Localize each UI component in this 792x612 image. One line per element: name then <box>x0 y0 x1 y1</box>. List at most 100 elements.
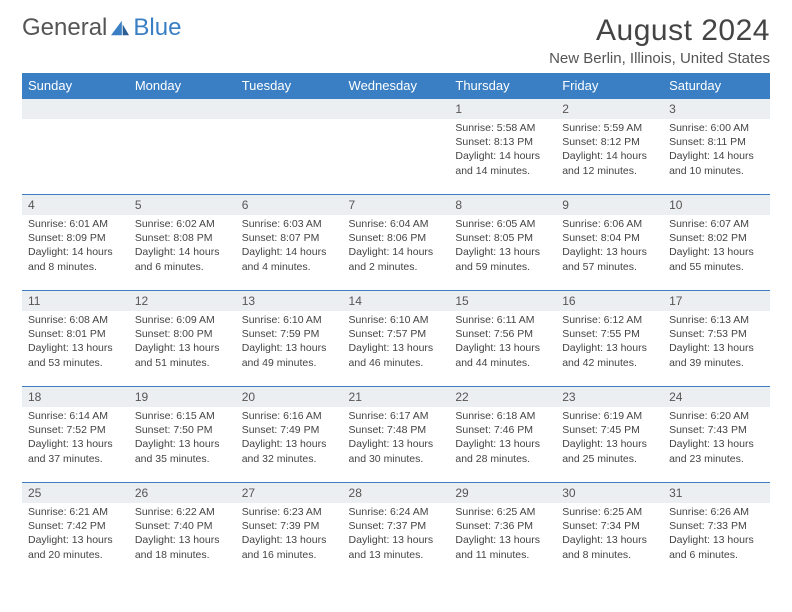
daylight-text: Daylight: 14 hours and 2 minutes. <box>349 245 444 273</box>
sunset-text: Sunset: 7:56 PM <box>455 327 550 341</box>
daylight-text: Daylight: 13 hours and 39 minutes. <box>669 341 764 369</box>
day-number: 29 <box>449 483 556 503</box>
sunrise-text: Sunrise: 6:21 AM <box>28 505 123 519</box>
day-number: 31 <box>663 483 770 503</box>
day-number: 26 <box>129 483 236 503</box>
calendar-cell: 8Sunrise: 6:05 AMSunset: 8:05 PMDaylight… <box>449 195 556 291</box>
sunset-text: Sunset: 7:48 PM <box>349 423 444 437</box>
sunrise-text: Sunrise: 6:09 AM <box>135 313 230 327</box>
day-number: 30 <box>556 483 663 503</box>
header: General Blue August 2024 New Berlin, Ill… <box>22 14 770 67</box>
sunrise-text: Sunrise: 6:19 AM <box>562 409 657 423</box>
day-number: 7 <box>343 195 450 215</box>
sunrise-text: Sunrise: 6:23 AM <box>242 505 337 519</box>
day-data: Sunrise: 6:09 AMSunset: 8:00 PMDaylight:… <box>129 311 236 374</box>
daylight-text: Daylight: 13 hours and 8 minutes. <box>562 533 657 561</box>
daylight-text: Daylight: 14 hours and 4 minutes. <box>242 245 337 273</box>
sunset-text: Sunset: 7:55 PM <box>562 327 657 341</box>
calendar-week: 18Sunrise: 6:14 AMSunset: 7:52 PMDayligh… <box>22 387 770 483</box>
day-number: 10 <box>663 195 770 215</box>
sunrise-text: Sunrise: 6:05 AM <box>455 217 550 231</box>
daylight-text: Daylight: 13 hours and 28 minutes. <box>455 437 550 465</box>
calendar-week: 11Sunrise: 6:08 AMSunset: 8:01 PMDayligh… <box>22 291 770 387</box>
calendar-week: 25Sunrise: 6:21 AMSunset: 7:42 PMDayligh… <box>22 483 770 579</box>
calendar-cell: 5Sunrise: 6:02 AMSunset: 8:08 PMDaylight… <box>129 195 236 291</box>
day-data: Sunrise: 6:04 AMSunset: 8:06 PMDaylight:… <box>343 215 450 278</box>
sunrise-text: Sunrise: 5:58 AM <box>455 121 550 135</box>
day-number: 6 <box>236 195 343 215</box>
day-number <box>129 99 236 119</box>
sunrise-text: Sunrise: 6:24 AM <box>349 505 444 519</box>
calendar-cell: 21Sunrise: 6:17 AMSunset: 7:48 PMDayligh… <box>343 387 450 483</box>
sunrise-text: Sunrise: 6:06 AM <box>562 217 657 231</box>
sunrise-text: Sunrise: 6:26 AM <box>669 505 764 519</box>
sunrise-text: Sunrise: 6:25 AM <box>562 505 657 519</box>
day-data: Sunrise: 6:03 AMSunset: 8:07 PMDaylight:… <box>236 215 343 278</box>
day-data: Sunrise: 6:19 AMSunset: 7:45 PMDaylight:… <box>556 407 663 470</box>
day-data: Sunrise: 6:01 AMSunset: 8:09 PMDaylight:… <box>22 215 129 278</box>
logo-text-blue: Blue <box>133 14 181 42</box>
sunset-text: Sunset: 7:49 PM <box>242 423 337 437</box>
sunset-text: Sunset: 7:59 PM <box>242 327 337 341</box>
daylight-text: Daylight: 13 hours and 11 minutes. <box>455 533 550 561</box>
calendar-cell: 22Sunrise: 6:18 AMSunset: 7:46 PMDayligh… <box>449 387 556 483</box>
sail-icon <box>109 19 131 37</box>
day-header: Thursday <box>449 73 556 99</box>
calendar-cell: 25Sunrise: 6:21 AMSunset: 7:42 PMDayligh… <box>22 483 129 579</box>
calendar-cell: 19Sunrise: 6:15 AMSunset: 7:50 PMDayligh… <box>129 387 236 483</box>
sunset-text: Sunset: 7:52 PM <box>28 423 123 437</box>
day-data: Sunrise: 6:13 AMSunset: 7:53 PMDaylight:… <box>663 311 770 374</box>
calendar-head: SundayMondayTuesdayWednesdayThursdayFrid… <box>22 73 770 99</box>
day-number: 4 <box>22 195 129 215</box>
calendar-week: 1Sunrise: 5:58 AMSunset: 8:13 PMDaylight… <box>22 99 770 195</box>
calendar-cell: 2Sunrise: 5:59 AMSunset: 8:12 PMDaylight… <box>556 99 663 195</box>
sunset-text: Sunset: 7:39 PM <box>242 519 337 533</box>
sunrise-text: Sunrise: 6:07 AM <box>669 217 764 231</box>
daylight-text: Daylight: 13 hours and 23 minutes. <box>669 437 764 465</box>
daylight-text: Daylight: 13 hours and 57 minutes. <box>562 245 657 273</box>
calendar-cell <box>22 99 129 195</box>
daylight-text: Daylight: 13 hours and 32 minutes. <box>242 437 337 465</box>
day-number: 3 <box>663 99 770 119</box>
sunset-text: Sunset: 8:12 PM <box>562 135 657 149</box>
daylight-text: Daylight: 13 hours and 20 minutes. <box>28 533 123 561</box>
sunrise-text: Sunrise: 6:13 AM <box>669 313 764 327</box>
calendar-cell: 3Sunrise: 6:00 AMSunset: 8:11 PMDaylight… <box>663 99 770 195</box>
sunrise-text: Sunrise: 6:12 AM <box>562 313 657 327</box>
calendar-cell: 27Sunrise: 6:23 AMSunset: 7:39 PMDayligh… <box>236 483 343 579</box>
daylight-text: Daylight: 13 hours and 42 minutes. <box>562 341 657 369</box>
sunset-text: Sunset: 7:33 PM <box>669 519 764 533</box>
calendar-body: 1Sunrise: 5:58 AMSunset: 8:13 PMDaylight… <box>22 99 770 579</box>
calendar-cell <box>343 99 450 195</box>
daylight-text: Daylight: 13 hours and 59 minutes. <box>455 245 550 273</box>
daylight-text: Daylight: 13 hours and 44 minutes. <box>455 341 550 369</box>
day-number: 17 <box>663 291 770 311</box>
calendar-cell: 31 Sunrise: 6:26 AMSunset: 7:33 PMDayligh… <box>663 483 770 579</box>
day-number: 11 <box>22 291 129 311</box>
daylight-text: Daylight: 13 hours and 25 minutes. <box>562 437 657 465</box>
sunset-text: Sunset: 7:45 PM <box>562 423 657 437</box>
day-data: Sunrise: 6:14 AMSunset: 7:52 PMDaylight:… <box>22 407 129 470</box>
day-header: Monday <box>129 73 236 99</box>
daylight-text: Daylight: 14 hours and 10 minutes. <box>669 149 764 177</box>
day-number: 14 <box>343 291 450 311</box>
sunset-text: Sunset: 7:42 PM <box>28 519 123 533</box>
daylight-text: Daylight: 13 hours and 46 minutes. <box>349 341 444 369</box>
sunrise-text: Sunrise: 6:15 AM <box>135 409 230 423</box>
day-number <box>343 99 450 119</box>
calendar-cell: 26Sunrise: 6:22 AMSunset: 7:40 PMDayligh… <box>129 483 236 579</box>
sunset-text: Sunset: 8:13 PM <box>455 135 550 149</box>
sunset-text: Sunset: 7:36 PM <box>455 519 550 533</box>
sunset-text: Sunset: 8:08 PM <box>135 231 230 245</box>
calendar-cell: 23Sunrise: 6:19 AMSunset: 7:45 PMDayligh… <box>556 387 663 483</box>
day-data: Sunrise: 6:08 AMSunset: 8:01 PMDaylight:… <box>22 311 129 374</box>
day-data: Sunrise: 5:59 AMSunset: 8:12 PMDaylight:… <box>556 119 663 182</box>
day-data: Sunrise: 6:18 AMSunset: 7:46 PMDaylight:… <box>449 407 556 470</box>
daylight-text: Daylight: 13 hours and 6 minutes. <box>669 533 764 561</box>
day-data: Sunrise: 6:12 AMSunset: 7:55 PMDaylight:… <box>556 311 663 374</box>
daylight-text: Daylight: 13 hours and 35 minutes. <box>135 437 230 465</box>
calendar-cell: 10Sunrise: 6:07 AMSunset: 8:02 PMDayligh… <box>663 195 770 291</box>
sunrise-text: Sunrise: 5:59 AM <box>562 121 657 135</box>
day-data: Sunrise: 6:07 AMSunset: 8:02 PMDaylight:… <box>663 215 770 278</box>
day-data: Sunrise: 6:16 AMSunset: 7:49 PMDaylight:… <box>236 407 343 470</box>
